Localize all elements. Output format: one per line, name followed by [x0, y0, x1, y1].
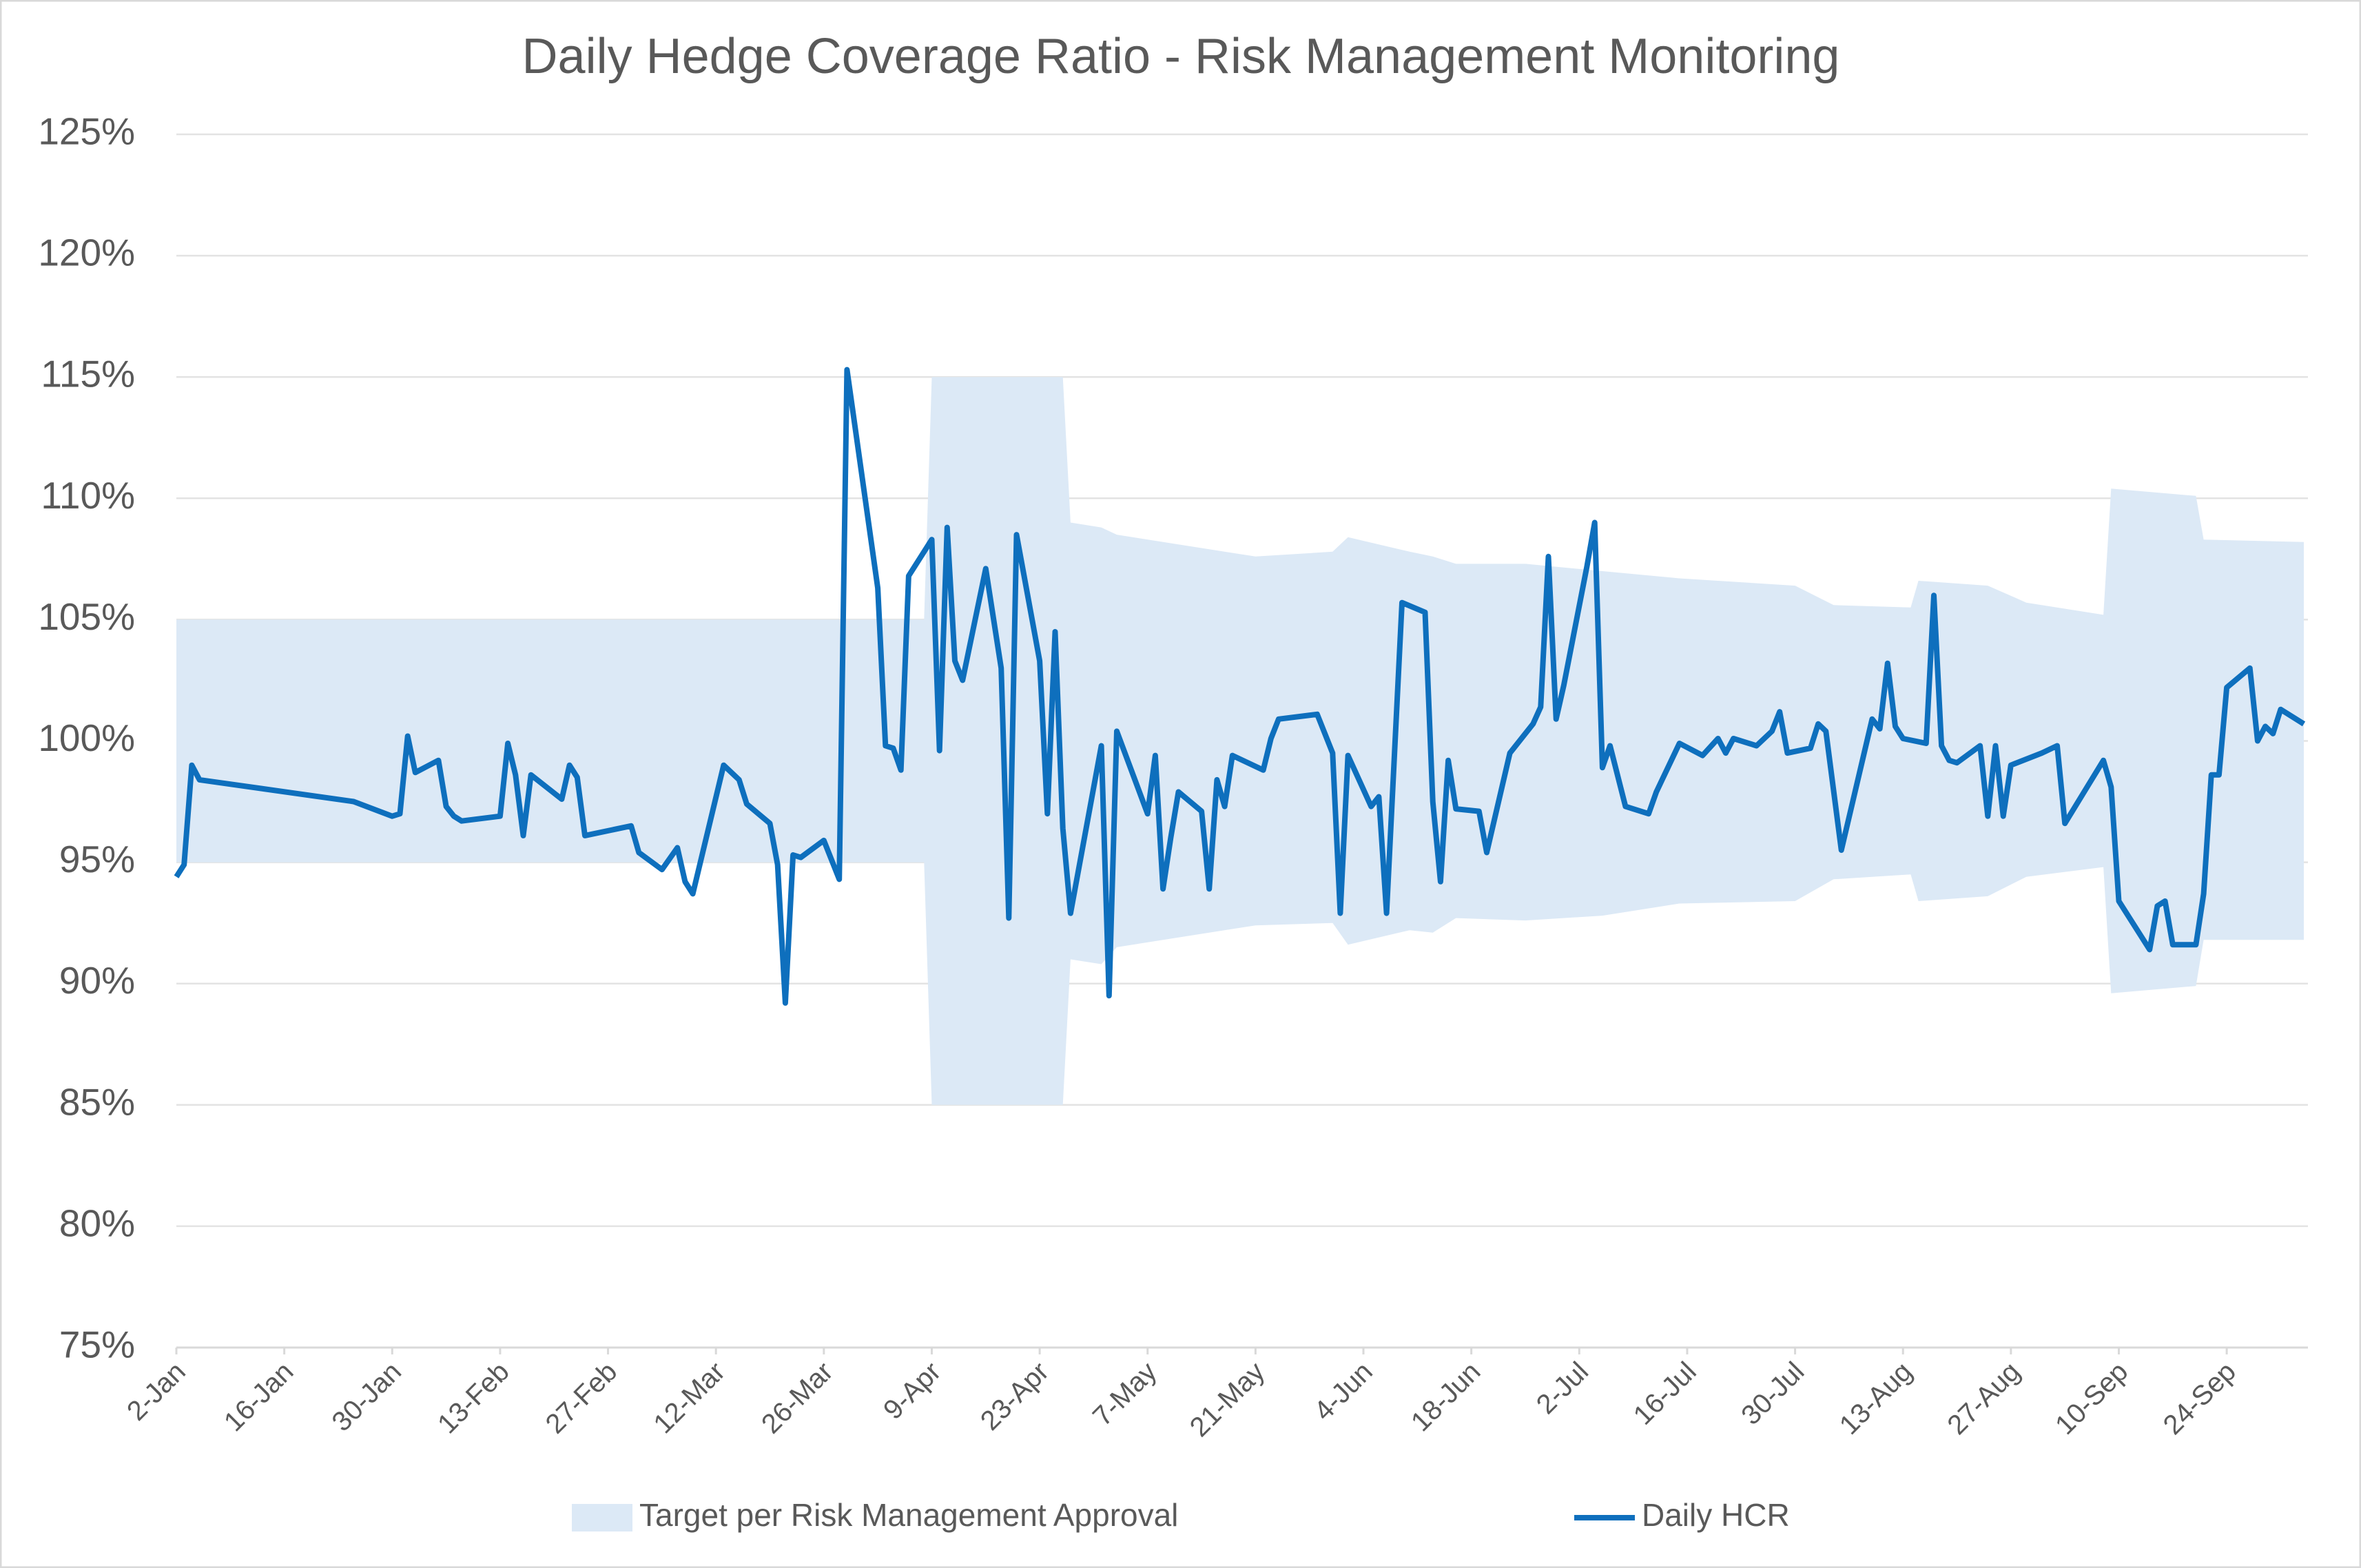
- chart-title: Daily Hedge Coverage Ratio - Risk Manage…: [522, 29, 1840, 84]
- legend-label: Target per Risk Management Approval: [639, 1497, 1178, 1533]
- target-band: [176, 377, 2304, 1105]
- y-tick-label: 105%: [38, 595, 135, 638]
- y-tick-label: 90%: [59, 959, 135, 1002]
- y-tick-label: 80%: [59, 1201, 135, 1244]
- y-tick-label: 100%: [38, 716, 135, 759]
- y-tick-label: 115%: [41, 353, 135, 395]
- y-tick-label: 125%: [38, 110, 135, 153]
- y-tick-label: 110%: [41, 474, 135, 517]
- y-tick-label: 85%: [59, 1080, 135, 1123]
- y-tick-label: 120%: [38, 231, 135, 274]
- legend-swatch: [572, 1504, 632, 1531]
- hcr-line: [174, 367, 2306, 1006]
- y-tick-label: 75%: [59, 1323, 135, 1366]
- y-tick-label: 95%: [59, 838, 135, 880]
- legend-label: Daily HCR: [1642, 1497, 1790, 1533]
